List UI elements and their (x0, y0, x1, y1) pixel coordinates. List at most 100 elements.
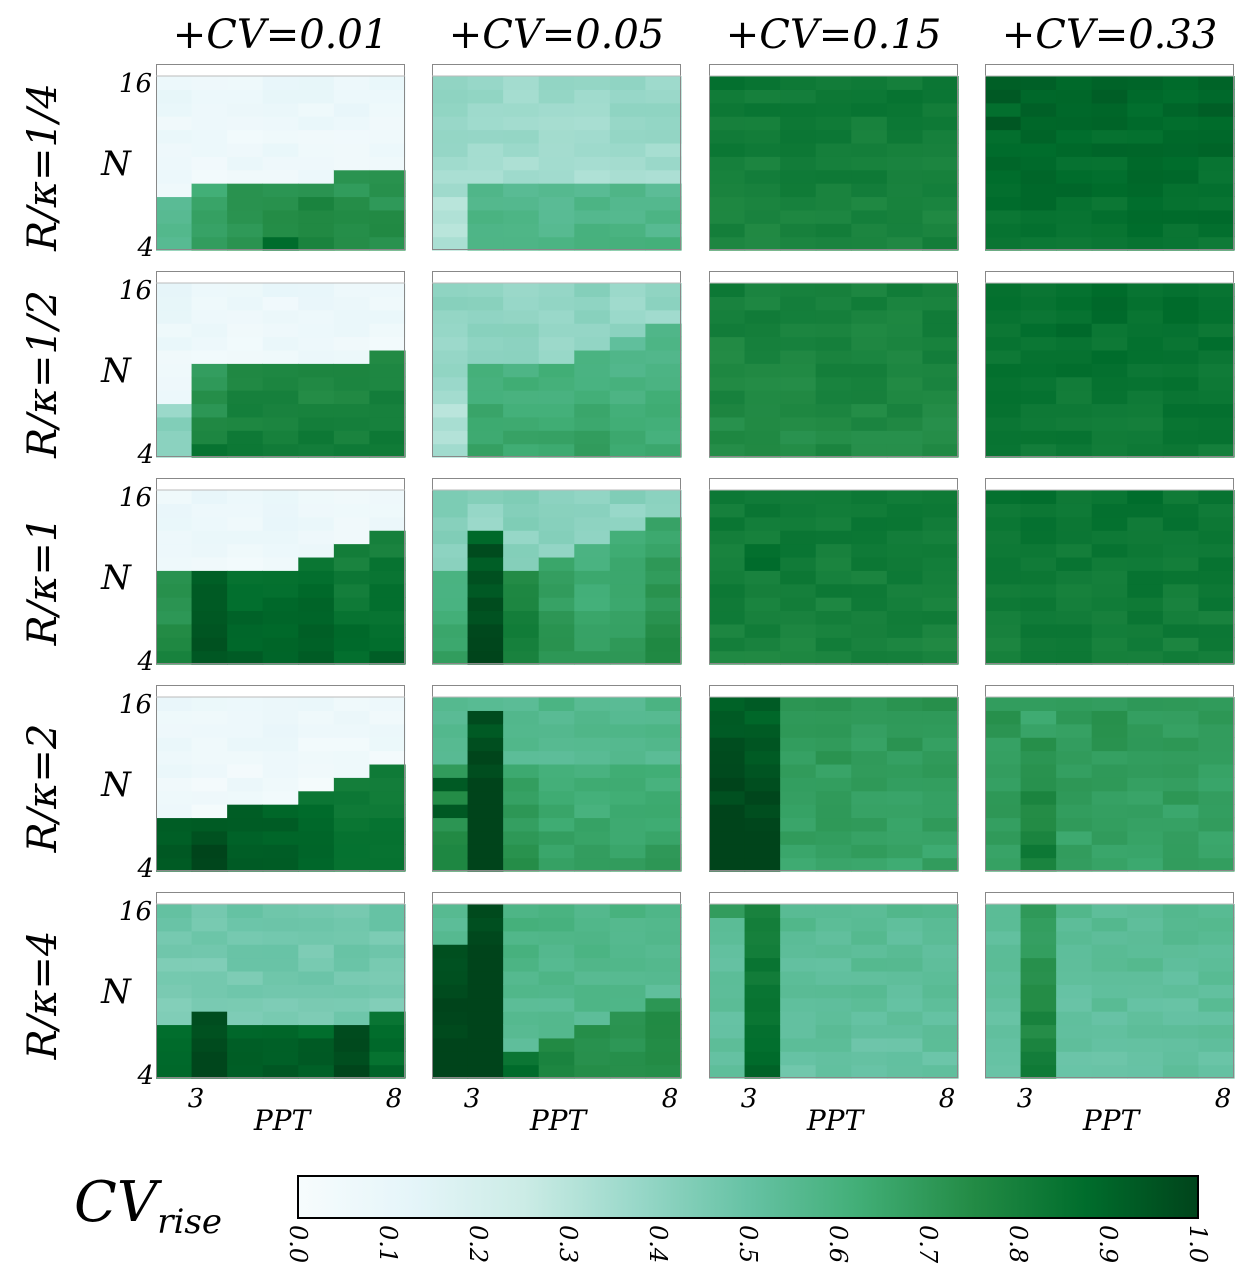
heatmap-cell (574, 970, 611, 985)
heatmap-cell (922, 930, 959, 945)
heatmap-cell (815, 183, 852, 198)
heatmap-cell (886, 430, 924, 445)
heatmap-cell (780, 1037, 817, 1052)
heatmap-cell (1198, 857, 1235, 872)
heatmap-cell (1127, 997, 1164, 1012)
heatmap-cell (467, 1011, 504, 1026)
heatmap-cell (156, 183, 193, 198)
heatmap-cell (1056, 296, 1093, 311)
heatmap-cell (538, 737, 575, 752)
heatmap-cell (645, 530, 682, 545)
heatmap-cell (333, 516, 371, 531)
heatmap-cell (851, 637, 888, 652)
heatmap-cell (1091, 403, 1128, 418)
heatmap-cell (191, 1051, 228, 1066)
heatmap-cell (1127, 570, 1164, 585)
heatmap-cell (1127, 490, 1164, 504)
heatmap-cell (1056, 777, 1093, 792)
heatmap-cell (467, 1051, 504, 1066)
heatmap-cell (467, 183, 504, 198)
heatmap-cell (467, 750, 504, 765)
heatmap-cell (191, 777, 228, 792)
heatmap-cell (156, 610, 193, 625)
heatmap-cell (1127, 830, 1164, 845)
heatmap-cell (1198, 156, 1235, 171)
heatmap-cell (709, 516, 746, 531)
heatmap-cell (851, 697, 888, 711)
heatmap-cell (369, 543, 406, 558)
heatmap-cell (886, 1024, 924, 1039)
heatmap-cell (156, 390, 193, 405)
heatmap-cell (922, 857, 959, 872)
heatmap-cell (1056, 710, 1093, 725)
y-axis-label: N (100, 351, 132, 391)
heatmap-cell (156, 737, 193, 752)
heatmap-cell (369, 763, 406, 778)
heatmap-cell (503, 89, 540, 104)
heatmap-cell (538, 597, 575, 612)
heatmap-cell (609, 597, 647, 612)
heatmap-cell (922, 1037, 959, 1052)
heatmap-cell (1056, 416, 1093, 431)
heatmap-cell (333, 597, 371, 612)
heatmap-cell (191, 623, 228, 638)
heatmap-cell (744, 917, 781, 932)
heatmap-cell (922, 790, 959, 805)
heatmap-cell (298, 917, 335, 932)
heatmap-cell (432, 376, 469, 391)
heatmap-cell (1056, 944, 1093, 959)
heatmap-cell (744, 416, 781, 431)
heatmap-cell (432, 790, 469, 805)
heatmap-cell (985, 723, 1022, 738)
heatmap-cell (538, 904, 575, 918)
heatmap-cell (645, 142, 682, 157)
heatmap-cell (609, 710, 647, 725)
heatmap-cell (1198, 443, 1235, 458)
heatmap-cell (1198, 1011, 1235, 1026)
heatmap-cell (538, 697, 575, 711)
heatmap-cell (1127, 750, 1164, 765)
heatmap-cell (645, 336, 682, 351)
heatmap-cell (1127, 763, 1164, 778)
heatmap-cell (645, 223, 682, 238)
heatmap-cell (1020, 570, 1057, 585)
heatmap-cell (227, 1037, 264, 1052)
heatmap-cell (333, 430, 371, 445)
heatmap-cell (645, 430, 682, 445)
heatmap-cell (1162, 530, 1200, 545)
heatmap-cell (432, 830, 469, 845)
panel-frame (709, 892, 958, 1078)
heatmap-cell (1198, 223, 1235, 238)
x-tick-label: 8 (386, 1084, 403, 1114)
heatmap-cell (503, 650, 540, 665)
heatmap-cell (886, 583, 924, 598)
heatmap-cell (467, 309, 504, 324)
heatmap-cell (851, 89, 888, 104)
heatmap-cell (298, 570, 335, 585)
heatmap-cell (574, 490, 611, 504)
heatmap-cell (645, 76, 682, 90)
heatmap-cell (298, 637, 335, 652)
heatmap-cell (369, 1037, 406, 1052)
heatmap-cell (298, 830, 335, 845)
heatmap-cell (645, 944, 682, 959)
column-titles: +CV=0.01 +CV=0.05 +CV=0.15 +CV=0.33 (173, 12, 1218, 58)
heatmap-cell (503, 490, 540, 504)
heatmap-cell (1127, 196, 1164, 211)
heatmap-panel (432, 64, 682, 251)
heatmap-cell (333, 957, 371, 972)
heatmap-cell (298, 403, 335, 418)
heatmap-cell (467, 723, 504, 738)
heatmap-cell (922, 1064, 959, 1079)
heatmap-cell (815, 710, 852, 725)
heatmap-cell (333, 443, 371, 458)
heatmap-cell (298, 129, 335, 144)
heatmap-cell (1127, 583, 1164, 598)
heatmap-cell (744, 430, 781, 445)
heatmap-cell (744, 970, 781, 985)
heatmap-cell (574, 904, 611, 918)
heatmap-cell (922, 1051, 959, 1066)
heatmap-cell (985, 1011, 1022, 1026)
heatmap-cell (1020, 309, 1057, 324)
heatmap-cell (645, 637, 682, 652)
